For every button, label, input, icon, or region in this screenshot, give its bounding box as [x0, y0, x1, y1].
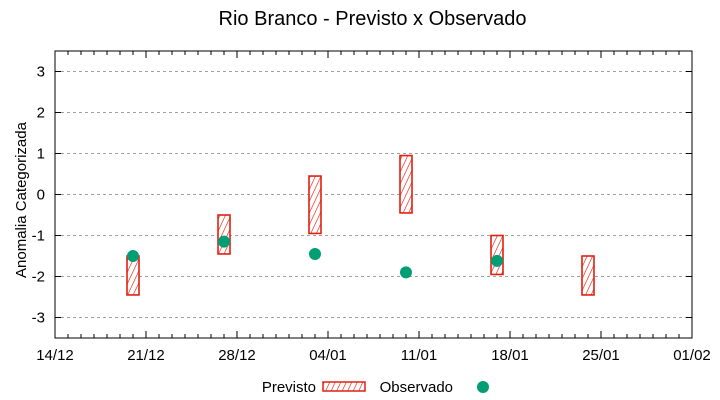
legend-previsto-label: Previsto: [262, 379, 316, 396]
x-axis: 14/12 21/12 28/12 04/01 11/01 18/01 25/01 01/02: [36, 51, 711, 364]
grid-lines: [55, 71, 692, 318]
x-tick-label: 04/01: [309, 347, 347, 364]
x-tick-label: 21/12: [127, 347, 165, 364]
previsto-series: [126, 154, 595, 296]
x-tick-label: 18/01: [491, 347, 529, 364]
observado-series: [127, 235, 503, 279]
y-tick-label: 2: [37, 105, 45, 122]
previsto-bar: [581, 255, 595, 296]
x-tick-label: 01/02: [673, 347, 711, 364]
observado-point: [309, 247, 321, 260]
y-tick-label: -2: [32, 269, 45, 286]
x-tick-label: 28/12: [218, 347, 256, 364]
legend-observado-marker: [477, 381, 489, 393]
legend: Previsto Observado: [262, 379, 489, 396]
legend-observado-label: Observado: [380, 379, 453, 396]
observado-point: [127, 250, 139, 262]
y-tick-label: -3: [32, 310, 45, 327]
y-tick-label: 0: [37, 187, 45, 204]
previsto-bar: [399, 154, 413, 214]
observado-point: [491, 254, 503, 267]
y-tick-label: 1: [37, 146, 45, 163]
legend-previsto-swatch: [322, 381, 366, 392]
y-axis: 3 2 1 0 -1 -2 -3: [32, 64, 692, 327]
previsto-bar: [217, 214, 231, 255]
y-tick-label: -1: [32, 228, 45, 245]
previsto-bar: [308, 175, 322, 235]
x-tick-label: 14/12: [36, 347, 74, 364]
observado-point: [218, 235, 230, 248]
y-tick-label: 3: [37, 64, 45, 81]
y-axis-label: Anomalia Categorizada: [13, 121, 30, 278]
x-tick-label: 25/01: [582, 347, 620, 364]
observado-point: [400, 266, 412, 279]
chart-title: Rio Branco - Previsto x Observado: [218, 8, 527, 30]
x-tick-label: 11/01: [401, 347, 437, 364]
